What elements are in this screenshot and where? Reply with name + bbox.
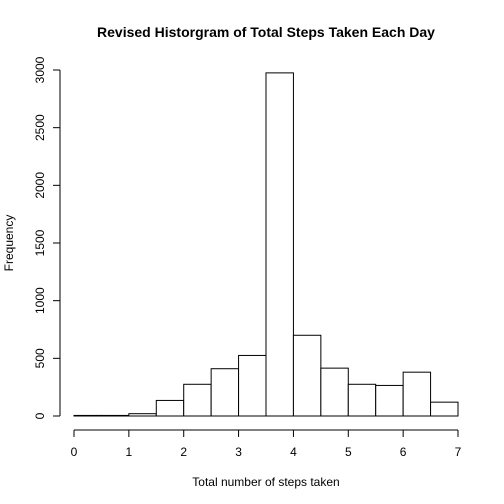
histogram-bar bbox=[347, 383, 377, 417]
x-tick-label: 2 bbox=[180, 445, 187, 459]
x-tick-label: 1 bbox=[126, 445, 133, 459]
x-tick-label: 7 bbox=[455, 445, 462, 459]
histogram-bar bbox=[292, 334, 322, 417]
histogram-bar bbox=[210, 368, 240, 417]
histogram-bar bbox=[73, 414, 102, 417]
histogram-bar bbox=[430, 401, 459, 417]
y-tick-label: 2000 bbox=[33, 172, 47, 199]
histogram-bar bbox=[100, 414, 130, 417]
y-tick-label: 500 bbox=[33, 348, 47, 368]
histogram-bar bbox=[320, 367, 349, 417]
y-tick-label: 1500 bbox=[33, 229, 47, 256]
x-axis-label: Total number of steps taken bbox=[192, 475, 339, 489]
histogram-bar bbox=[128, 413, 157, 417]
y-axis: 0 500 1000 1500 2000 2500 3000 bbox=[33, 56, 61, 419]
histogram-bar bbox=[265, 72, 294, 417]
x-axis: 0 1 2 3 4 5 6 7 bbox=[71, 429, 462, 459]
bars-group bbox=[73, 72, 459, 417]
y-tick-label: 0 bbox=[33, 412, 47, 419]
histogram-bar bbox=[155, 399, 185, 417]
y-tick-label: 2500 bbox=[33, 114, 47, 141]
x-tick-label: 4 bbox=[290, 445, 297, 459]
y-tick-label: 1000 bbox=[33, 287, 47, 314]
y-tick-label: 3000 bbox=[33, 56, 47, 83]
y-axis-label: Frequency bbox=[2, 215, 16, 272]
histogram-bar bbox=[183, 383, 212, 417]
chart-title: Revised Historgram of Total Steps Taken … bbox=[97, 24, 435, 40]
histogram-bar bbox=[375, 384, 404, 417]
histogram-bar bbox=[402, 371, 432, 417]
x-tick-label: 3 bbox=[235, 445, 242, 459]
x-tick-label: 5 bbox=[345, 445, 352, 459]
histogram-bar bbox=[238, 354, 267, 417]
x-tick-label: 6 bbox=[400, 445, 407, 459]
x-tick-label: 0 bbox=[71, 445, 78, 459]
